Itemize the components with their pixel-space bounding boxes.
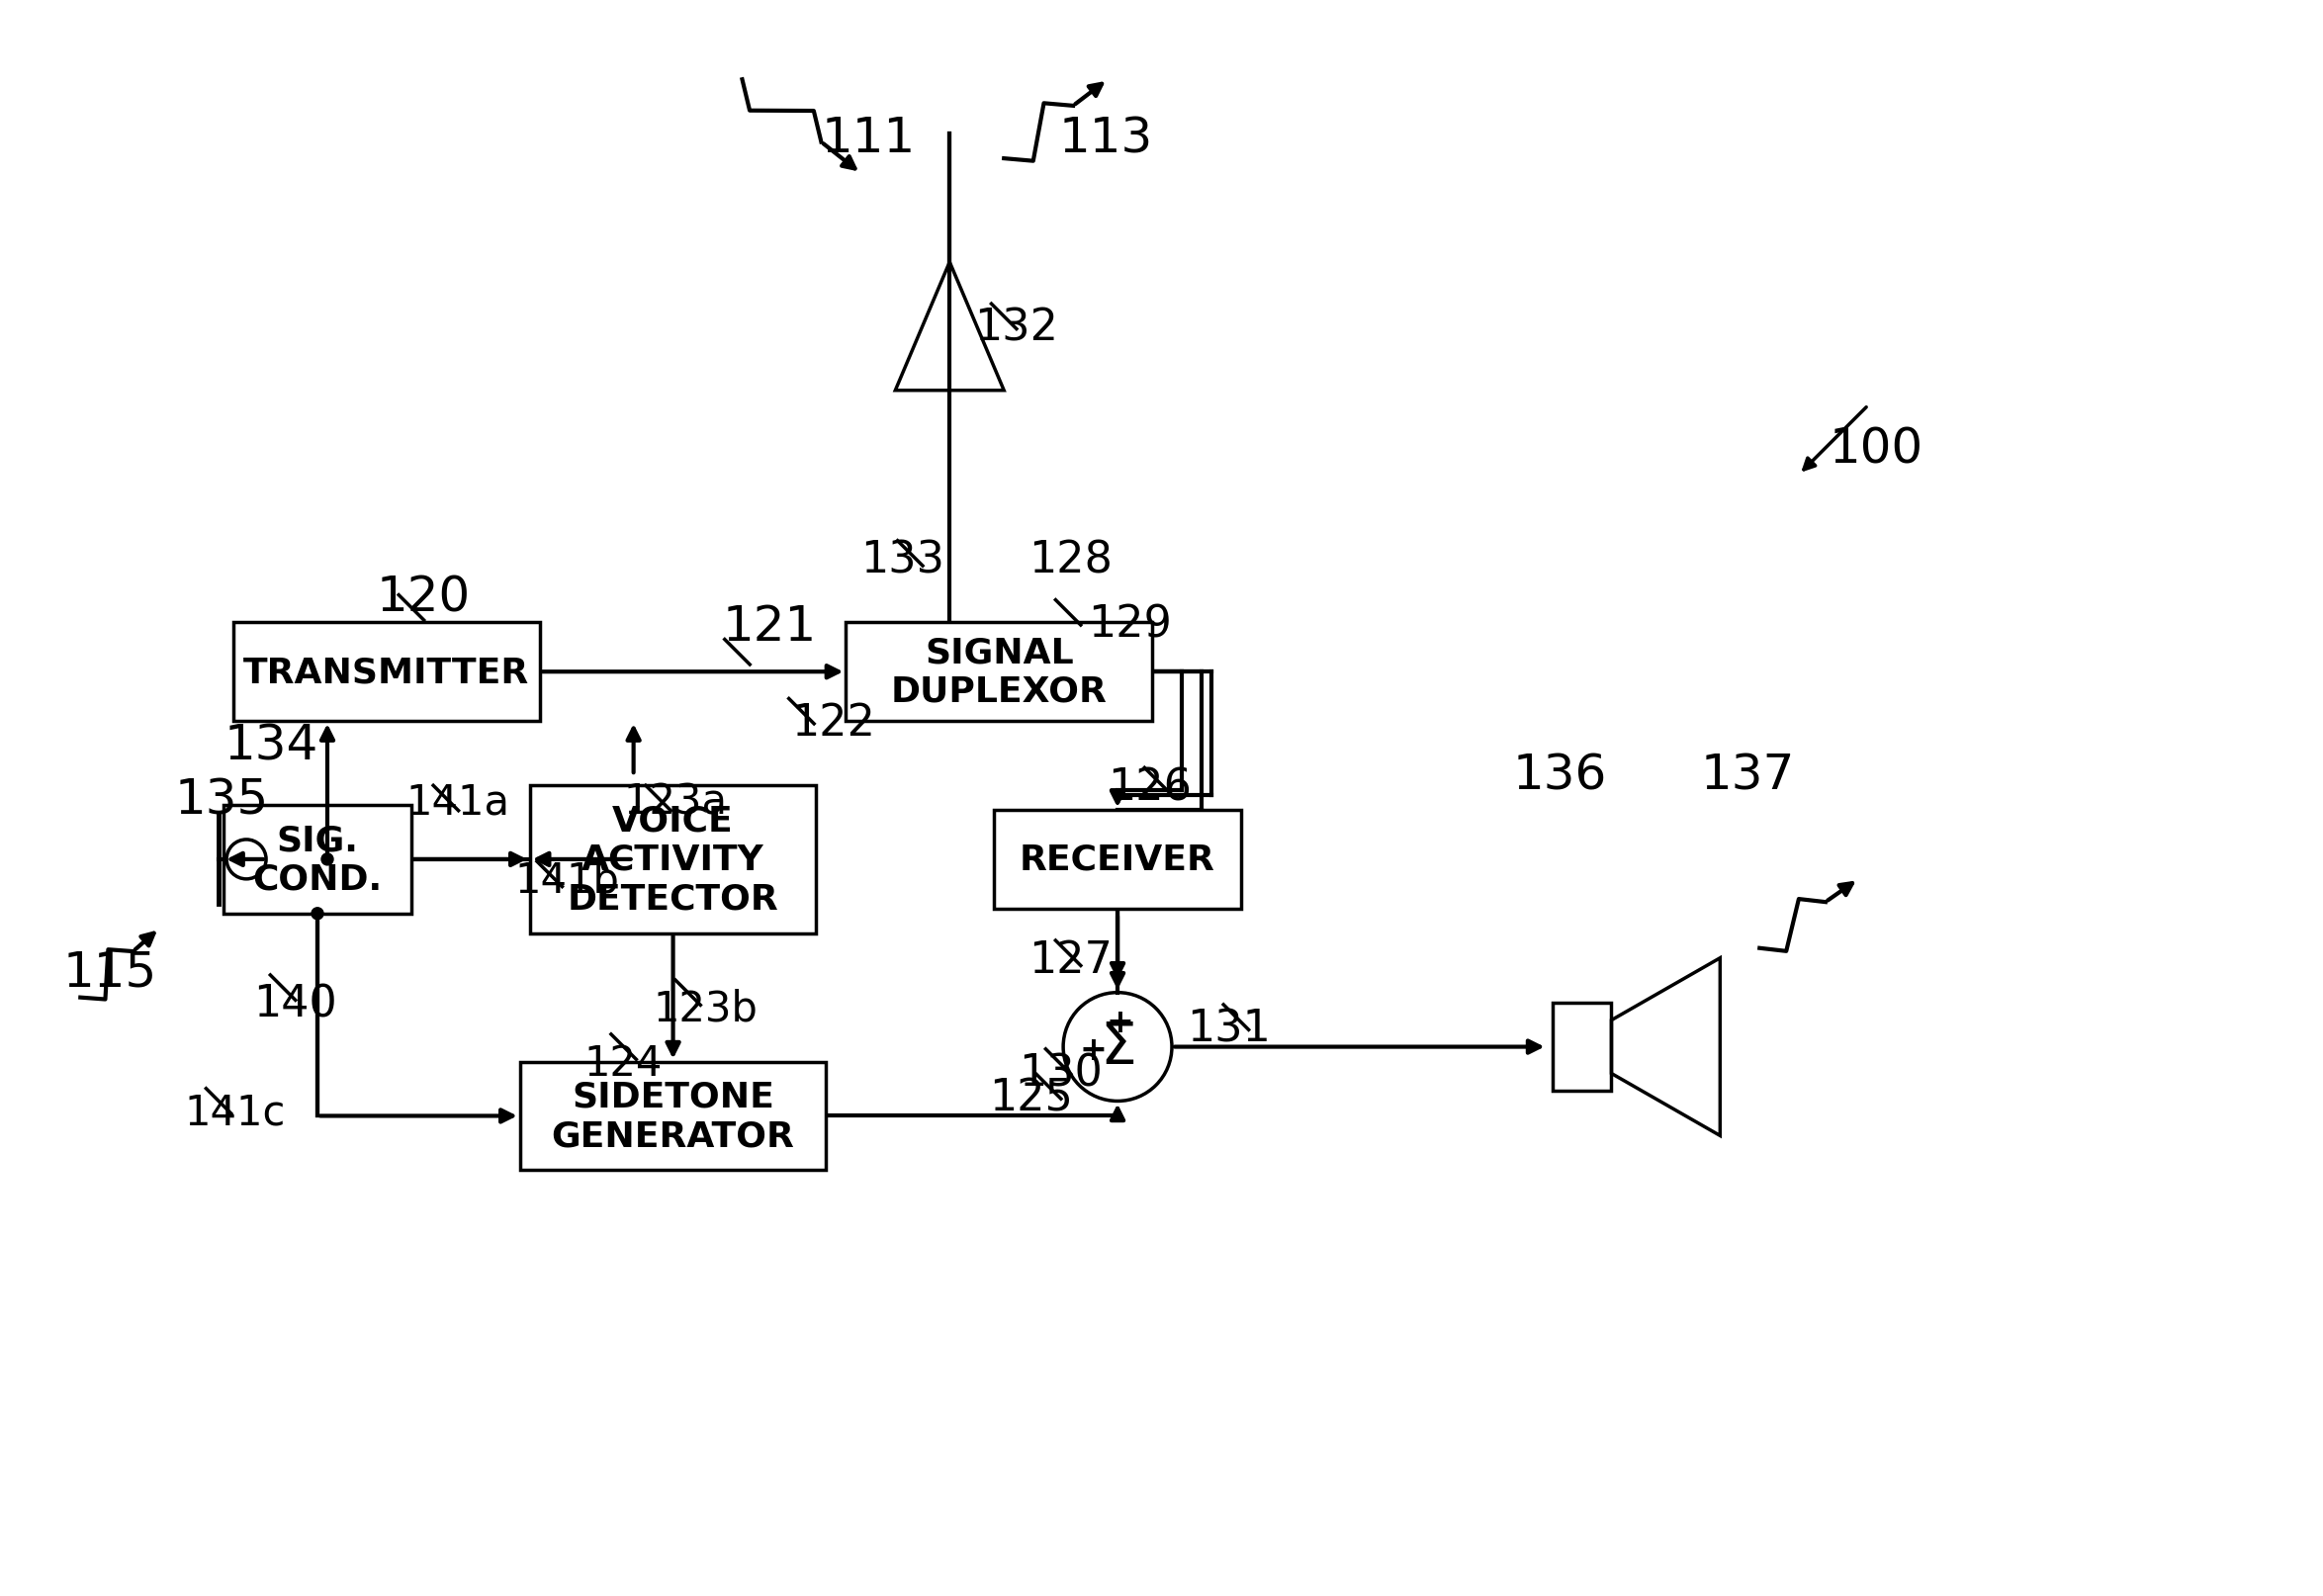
Text: RECEIVER: RECEIVER bbox=[1020, 843, 1215, 876]
Text: 130: 130 bbox=[1020, 1052, 1103, 1095]
Text: 100: 100 bbox=[1828, 426, 1923, 472]
Text: SIDETONE
GENERATOR: SIDETONE GENERATOR bbox=[551, 1080, 794, 1152]
Text: 135: 135 bbox=[174, 776, 269, 824]
Text: 115: 115 bbox=[63, 948, 158, 996]
Text: 111: 111 bbox=[822, 115, 915, 163]
Text: 131: 131 bbox=[1187, 1007, 1271, 1050]
Text: 128: 128 bbox=[1029, 539, 1113, 581]
Bar bbox=[520, 1061, 827, 1170]
Text: 132: 132 bbox=[973, 306, 1059, 350]
Text: 141c: 141c bbox=[184, 1092, 286, 1133]
Text: 122: 122 bbox=[792, 702, 876, 744]
Text: TRANSMITTER: TRANSMITTER bbox=[244, 656, 530, 689]
Text: 141b: 141b bbox=[516, 860, 620, 902]
Text: 120: 120 bbox=[376, 573, 472, 621]
Text: 123a: 123a bbox=[623, 780, 727, 822]
Bar bbox=[235, 622, 539, 721]
Bar bbox=[530, 785, 815, 934]
Text: $\Sigma$: $\Sigma$ bbox=[1101, 1018, 1136, 1076]
Text: +: + bbox=[1106, 1007, 1134, 1039]
Bar bbox=[846, 622, 1152, 721]
Text: 129: 129 bbox=[1087, 603, 1171, 646]
Text: +: + bbox=[1080, 1034, 1106, 1066]
Text: 123b: 123b bbox=[653, 988, 757, 1029]
Text: 124: 124 bbox=[583, 1042, 662, 1084]
Text: SIG.
COND.: SIG. COND. bbox=[253, 824, 383, 895]
Bar bbox=[1552, 1002, 1612, 1092]
Text: SIGNAL
DUPLEXOR: SIGNAL DUPLEXOR bbox=[890, 635, 1108, 709]
Text: 113: 113 bbox=[1059, 115, 1152, 163]
Text: 127: 127 bbox=[1029, 938, 1113, 982]
Text: 121: 121 bbox=[722, 603, 818, 651]
Text: 140: 140 bbox=[253, 983, 337, 1026]
Text: 133: 133 bbox=[862, 539, 945, 581]
Circle shape bbox=[321, 854, 332, 865]
Bar bbox=[994, 811, 1240, 910]
Text: 137: 137 bbox=[1700, 752, 1796, 798]
Text: VOICE
ACTIVITY
DETECTOR: VOICE ACTIVITY DETECTOR bbox=[567, 804, 778, 916]
Text: 126: 126 bbox=[1108, 766, 1192, 809]
Text: 141a: 141a bbox=[407, 780, 511, 822]
Bar bbox=[223, 806, 411, 915]
Circle shape bbox=[311, 908, 323, 919]
Text: 134: 134 bbox=[223, 721, 318, 769]
Text: 125: 125 bbox=[990, 1077, 1073, 1119]
Text: 136: 136 bbox=[1512, 752, 1608, 798]
